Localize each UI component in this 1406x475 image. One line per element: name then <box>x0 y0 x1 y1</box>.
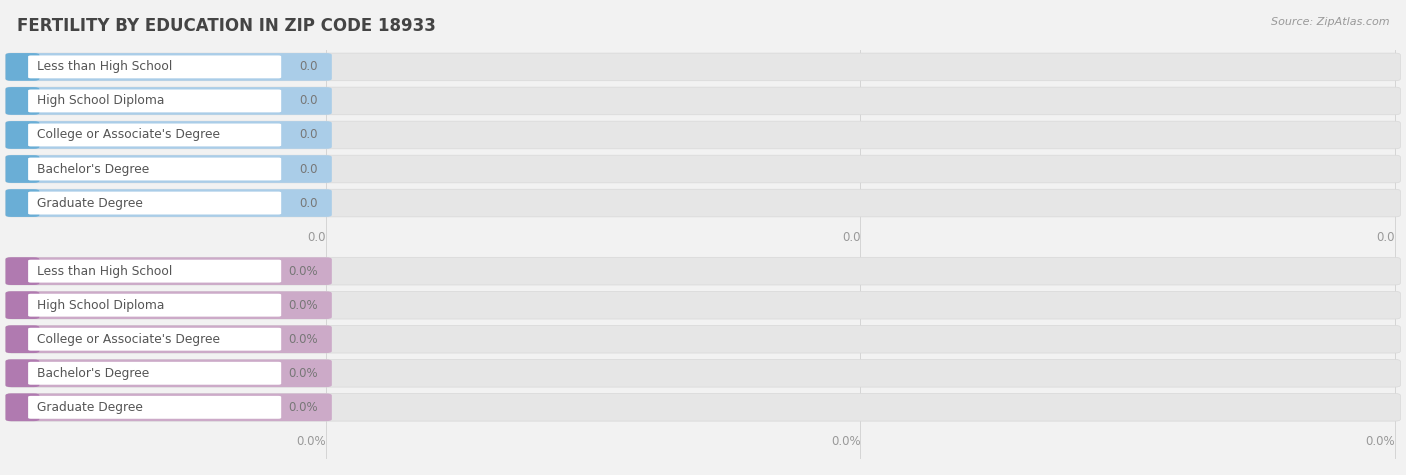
Text: High School Diploma: High School Diploma <box>37 95 165 107</box>
Text: Graduate Degree: Graduate Degree <box>37 401 142 414</box>
FancyBboxPatch shape <box>28 328 281 351</box>
Text: Graduate Degree: Graduate Degree <box>37 197 142 209</box>
FancyBboxPatch shape <box>6 155 332 183</box>
Text: 0.0%: 0.0% <box>288 401 318 414</box>
FancyBboxPatch shape <box>6 325 1400 353</box>
Text: Less than High School: Less than High School <box>37 60 172 74</box>
FancyBboxPatch shape <box>28 362 281 385</box>
FancyBboxPatch shape <box>28 158 281 180</box>
FancyBboxPatch shape <box>28 124 281 146</box>
Text: 0.0: 0.0 <box>299 162 318 176</box>
Text: 0.0: 0.0 <box>299 60 318 74</box>
FancyBboxPatch shape <box>6 87 332 115</box>
FancyBboxPatch shape <box>6 257 1400 285</box>
Text: 0.0%: 0.0% <box>831 435 860 448</box>
Text: 0.0%: 0.0% <box>288 265 318 278</box>
Text: 0.0: 0.0 <box>1376 230 1395 244</box>
FancyBboxPatch shape <box>6 257 332 285</box>
FancyBboxPatch shape <box>6 291 332 319</box>
FancyBboxPatch shape <box>6 360 1400 387</box>
FancyBboxPatch shape <box>28 191 281 215</box>
FancyBboxPatch shape <box>6 87 39 115</box>
FancyBboxPatch shape <box>6 393 1400 421</box>
FancyBboxPatch shape <box>6 393 39 421</box>
Text: College or Associate's Degree: College or Associate's Degree <box>37 128 219 142</box>
FancyBboxPatch shape <box>28 294 281 317</box>
FancyBboxPatch shape <box>6 87 1400 115</box>
FancyBboxPatch shape <box>6 325 332 353</box>
Text: FERTILITY BY EDUCATION IN ZIP CODE 18933: FERTILITY BY EDUCATION IN ZIP CODE 18933 <box>17 17 436 35</box>
FancyBboxPatch shape <box>6 257 39 285</box>
Text: 0.0: 0.0 <box>299 95 318 107</box>
FancyBboxPatch shape <box>6 291 1400 319</box>
Text: 0.0: 0.0 <box>299 128 318 142</box>
FancyBboxPatch shape <box>6 155 39 183</box>
Text: Bachelor's Degree: Bachelor's Degree <box>37 162 149 176</box>
FancyBboxPatch shape <box>6 360 39 387</box>
FancyBboxPatch shape <box>28 260 281 283</box>
FancyBboxPatch shape <box>28 89 281 113</box>
FancyBboxPatch shape <box>6 325 39 353</box>
FancyBboxPatch shape <box>6 53 332 81</box>
Text: Less than High School: Less than High School <box>37 265 172 278</box>
Text: 0.0%: 0.0% <box>288 332 318 346</box>
FancyBboxPatch shape <box>6 53 1400 81</box>
Text: Bachelor's Degree: Bachelor's Degree <box>37 367 149 380</box>
FancyBboxPatch shape <box>6 121 39 149</box>
Text: 0.0%: 0.0% <box>1365 435 1395 448</box>
FancyBboxPatch shape <box>6 155 1400 183</box>
FancyBboxPatch shape <box>6 393 332 421</box>
FancyBboxPatch shape <box>28 56 281 78</box>
FancyBboxPatch shape <box>6 291 39 319</box>
FancyBboxPatch shape <box>6 121 1400 149</box>
FancyBboxPatch shape <box>6 121 332 149</box>
Text: 0.0: 0.0 <box>308 230 326 244</box>
FancyBboxPatch shape <box>6 189 332 217</box>
Text: 0.0: 0.0 <box>842 230 860 244</box>
FancyBboxPatch shape <box>28 396 281 419</box>
FancyBboxPatch shape <box>6 189 39 217</box>
Text: 0.0%: 0.0% <box>288 299 318 312</box>
Text: 0.0%: 0.0% <box>297 435 326 448</box>
Text: 0.0: 0.0 <box>299 197 318 209</box>
FancyBboxPatch shape <box>6 53 39 81</box>
Text: Source: ZipAtlas.com: Source: ZipAtlas.com <box>1271 17 1389 27</box>
FancyBboxPatch shape <box>6 360 332 387</box>
Text: High School Diploma: High School Diploma <box>37 299 165 312</box>
FancyBboxPatch shape <box>6 189 1400 217</box>
Text: College or Associate's Degree: College or Associate's Degree <box>37 332 219 346</box>
Text: 0.0%: 0.0% <box>288 367 318 380</box>
